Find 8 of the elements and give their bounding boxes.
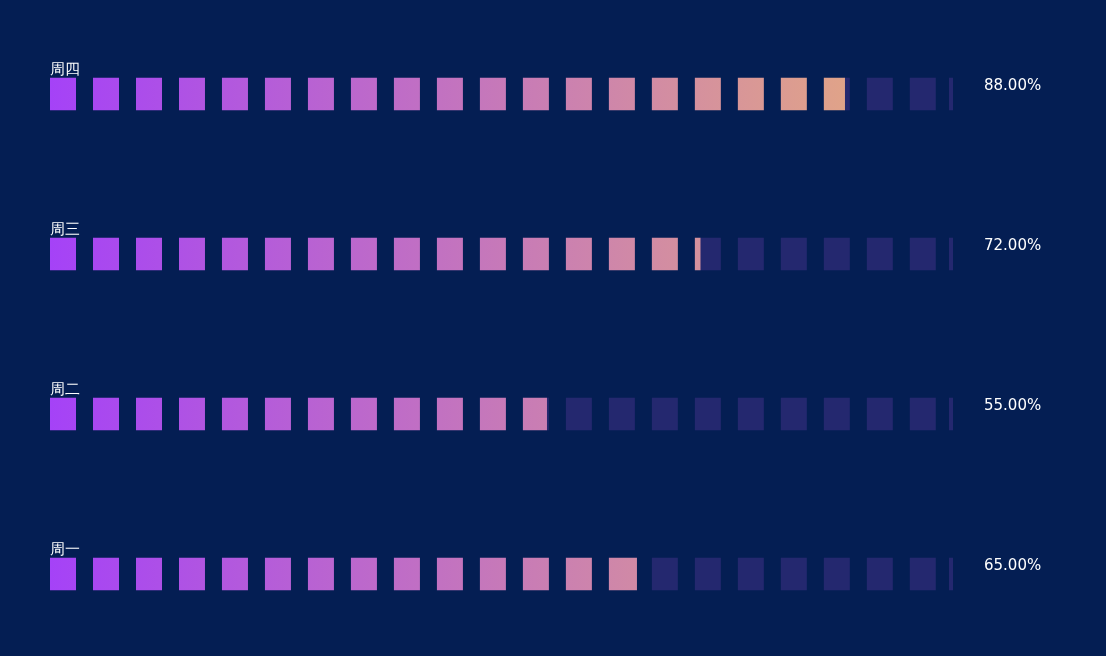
y-tick-label: 周四: [50, 60, 80, 79]
data-label: 88.00%: [984, 75, 1042, 94]
y-tick-label: 周三: [50, 220, 80, 239]
data-label: 65.00%: [984, 555, 1042, 574]
data-label: 55.00%: [984, 395, 1042, 414]
y-tick-label: 周一: [50, 540, 80, 559]
data-label: 72.00%: [984, 235, 1042, 254]
y-tick-label: 周二: [50, 380, 80, 399]
